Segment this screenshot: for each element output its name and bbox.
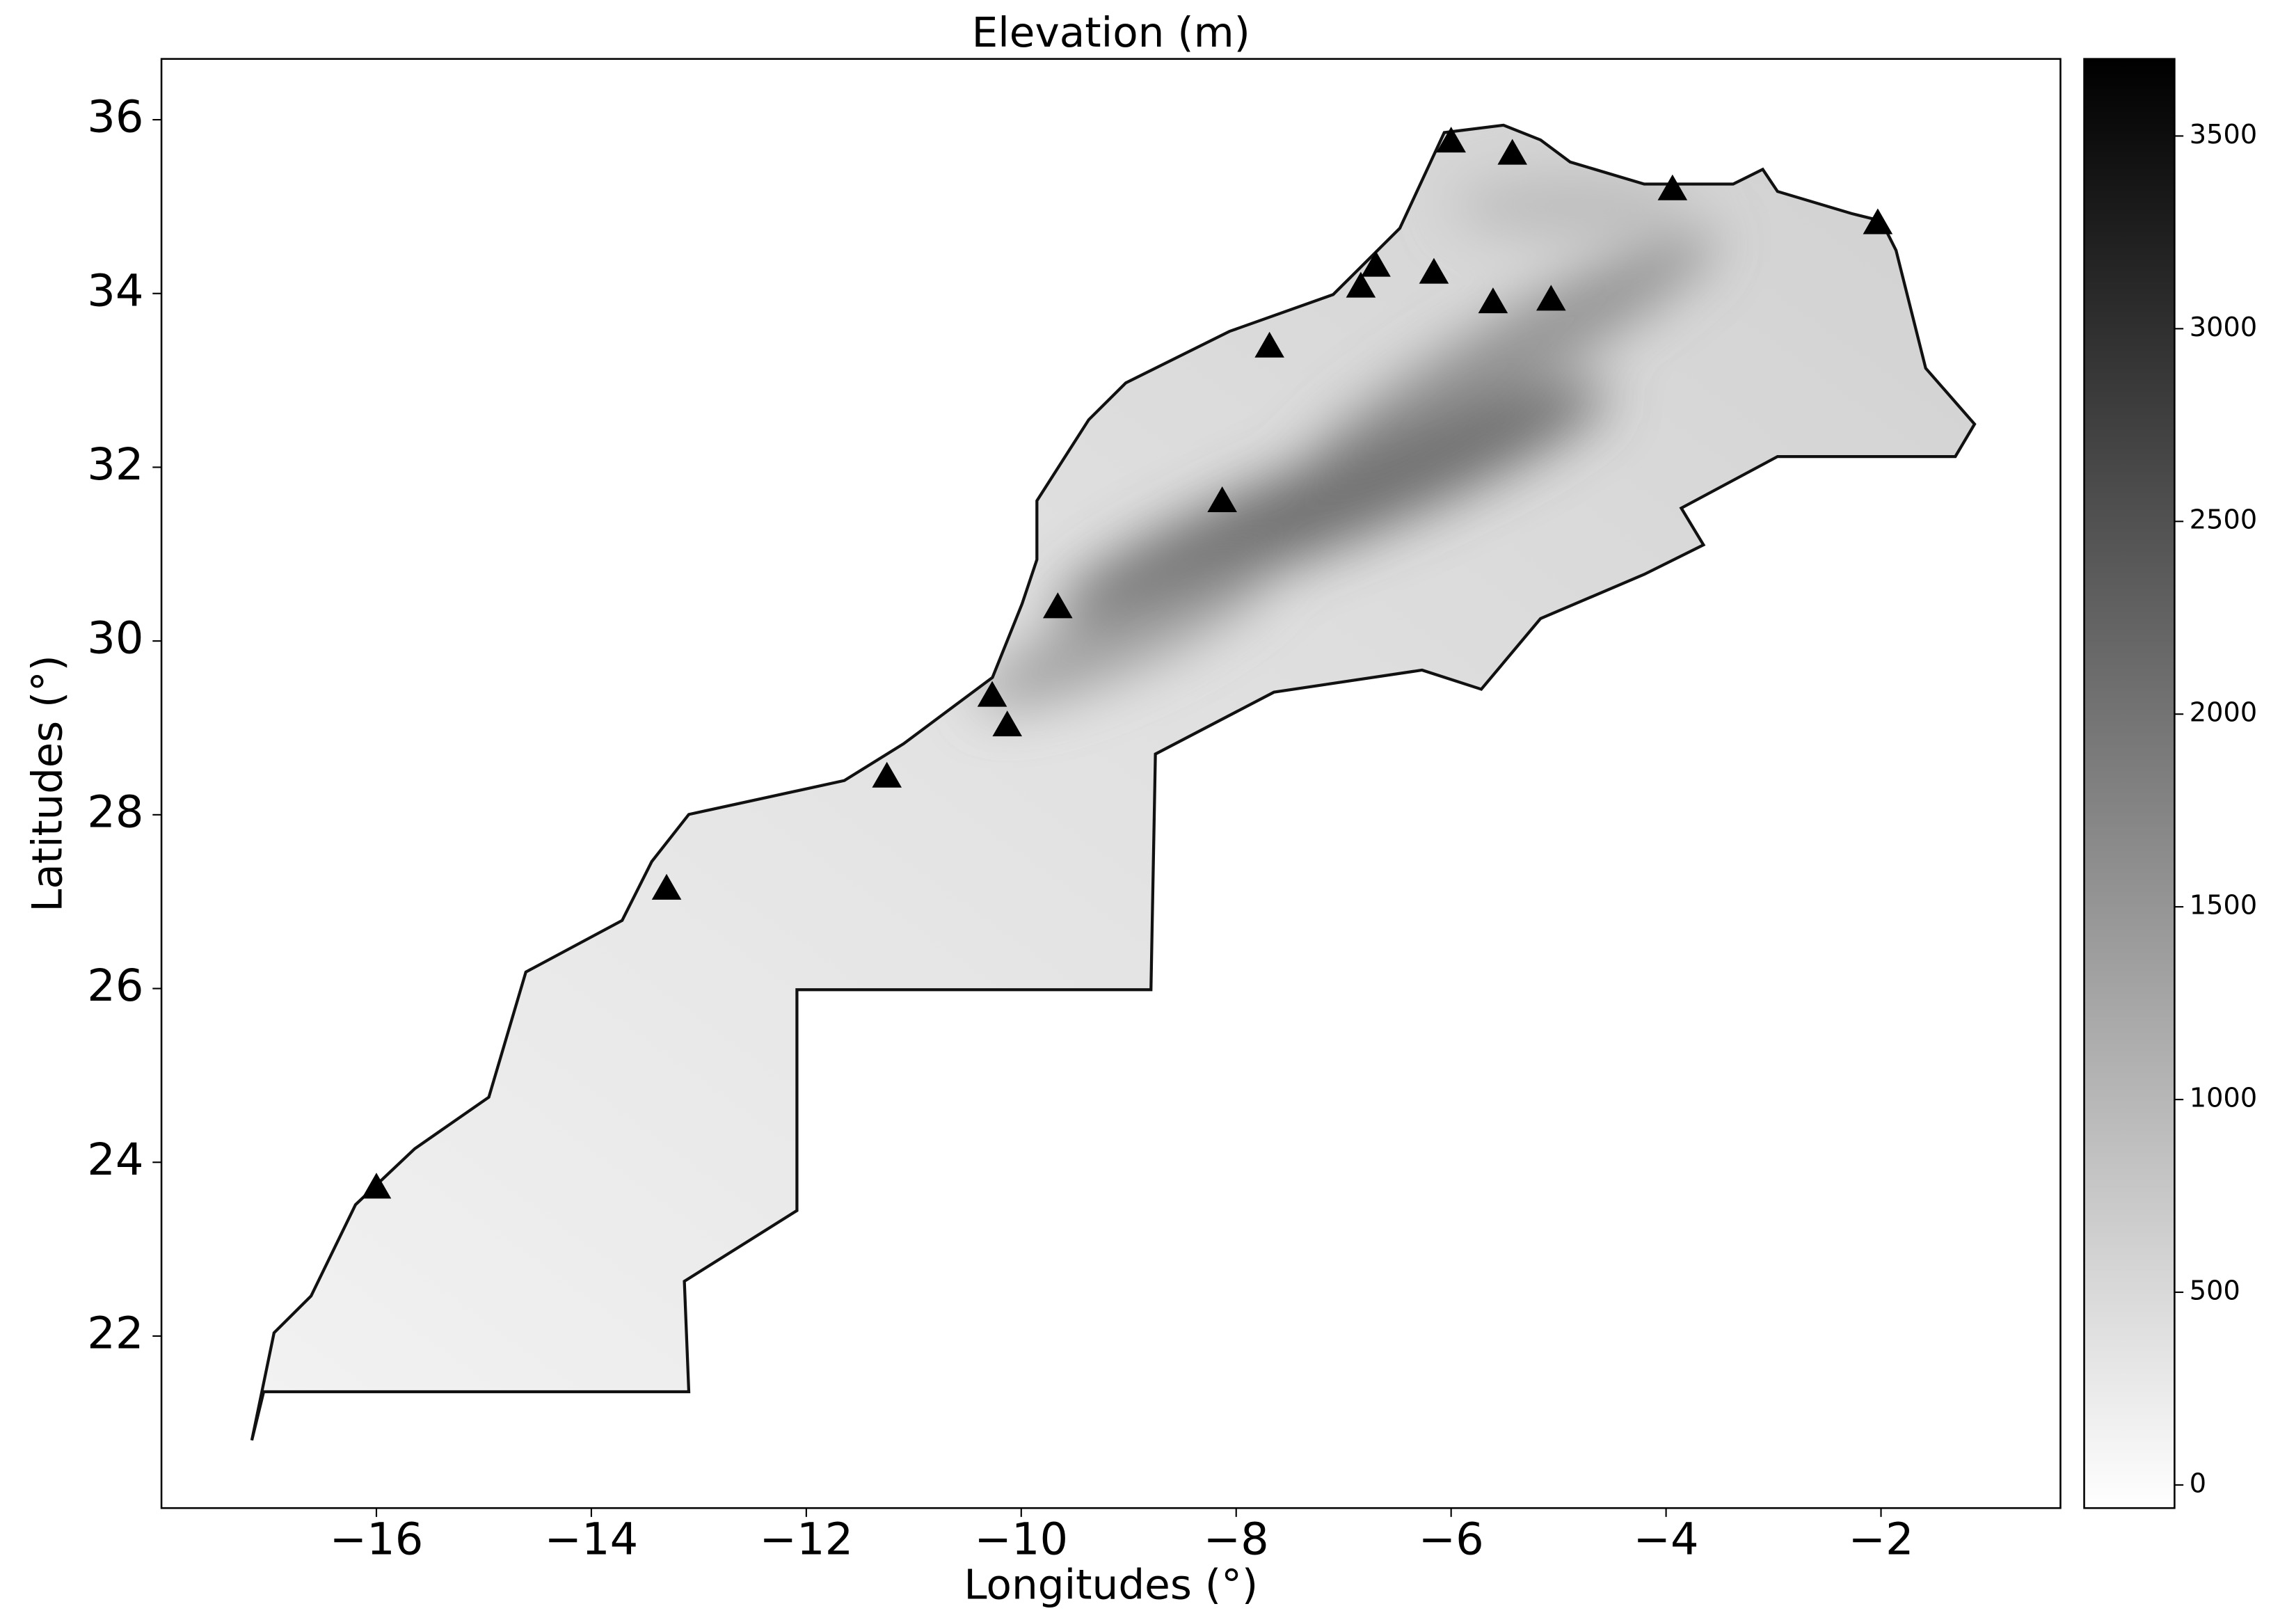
y-tick-label: 22 bbox=[87, 1308, 143, 1360]
station-marker bbox=[1478, 287, 1508, 314]
x-tick-label: −16 bbox=[330, 1514, 424, 1566]
colorbar-tick-label: 3000 bbox=[2190, 312, 2257, 343]
station-marker bbox=[1254, 331, 1284, 358]
station-marker bbox=[872, 761, 902, 788]
y-tick-label: 26 bbox=[87, 960, 143, 1012]
station-marker bbox=[1207, 486, 1237, 513]
y-tick-label: 30 bbox=[87, 613, 143, 665]
x-tick-label: −10 bbox=[974, 1514, 1068, 1566]
chart-title: Elevation (m) bbox=[972, 9, 1250, 57]
x-tick-label: −12 bbox=[759, 1514, 853, 1566]
y-tick-label: 36 bbox=[87, 92, 143, 143]
x-tick-label: −14 bbox=[545, 1514, 639, 1566]
plot-frame bbox=[160, 58, 2062, 1509]
station-marker bbox=[1043, 592, 1073, 619]
station-marker bbox=[1436, 127, 1466, 153]
x-axis-label: Longitudes (°) bbox=[964, 1562, 1258, 1610]
station-marker bbox=[1536, 285, 1566, 311]
y-axis-label: Latitudes (°) bbox=[24, 655, 72, 912]
station-marker bbox=[977, 681, 1007, 707]
y-tick-label: 32 bbox=[87, 439, 143, 491]
station-marker bbox=[1657, 174, 1688, 200]
colorbar-tick-label: 1500 bbox=[2190, 891, 2257, 921]
station-marker bbox=[1419, 257, 1449, 284]
y-tick-label: 28 bbox=[87, 787, 143, 839]
colorbar-tick-label: 3500 bbox=[2190, 120, 2257, 150]
station-marker bbox=[1497, 138, 1527, 165]
colorbar-tick-label: 2000 bbox=[2190, 698, 2257, 729]
colorbar-tick-label: 0 bbox=[2190, 1468, 2206, 1499]
colorbar-tick-label: 1000 bbox=[2190, 1083, 2257, 1114]
station-marker bbox=[651, 873, 682, 900]
elevation-map bbox=[251, 125, 1975, 1440]
station-marker bbox=[1863, 208, 1893, 235]
y-tick-label: 24 bbox=[87, 1134, 143, 1186]
x-tick-label: −8 bbox=[1204, 1514, 1269, 1566]
colorbar bbox=[2083, 58, 2176, 1509]
station-marker bbox=[992, 710, 1023, 737]
y-tick-label: 34 bbox=[87, 265, 143, 317]
station-marker bbox=[361, 1173, 392, 1199]
station-marker bbox=[1361, 251, 1391, 277]
x-tick-label: −2 bbox=[1848, 1514, 1913, 1566]
x-tick-label: −6 bbox=[1419, 1514, 1484, 1566]
colorbar-tick-label: 2500 bbox=[2190, 505, 2257, 536]
station-marker bbox=[1346, 271, 1376, 298]
colorbar-tick-label: 500 bbox=[2190, 1276, 2240, 1307]
x-tick-label: −4 bbox=[1634, 1514, 1699, 1566]
